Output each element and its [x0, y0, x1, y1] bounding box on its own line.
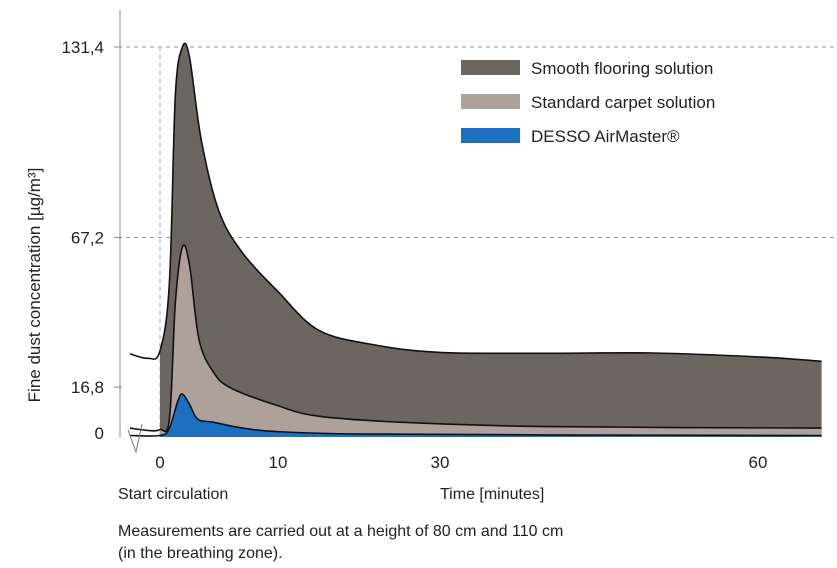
legend-swatch: [461, 94, 520, 109]
x-axis-label: Time [minutes]: [440, 486, 545, 503]
legend-swatch: [461, 60, 520, 75]
legend: Smooth flooring solution Standard carpet …: [461, 59, 715, 146]
axis-break-mark: [127, 423, 143, 454]
y-tick-label: 131,4: [61, 38, 104, 57]
y-tick-label: 0: [95, 424, 104, 443]
x-tick-label: 60: [749, 453, 768, 472]
area-layer: [129, 42, 822, 437]
grid-layer: [118, 46, 837, 437]
y-tick-label: 67,2: [71, 229, 104, 248]
start-circulation-label: Start circulation: [118, 486, 229, 503]
x-tick-label: 30: [431, 453, 450, 472]
y-axis-label: Fine dust concentration [µg/m³]: [25, 168, 44, 403]
series-line: [129, 42, 822, 363]
series-line: [129, 244, 822, 433]
caption: Measurements are carried out at a height…: [118, 521, 563, 565]
legend-entry: Smooth flooring solution: [531, 59, 713, 78]
axis-layer: 0 16,8 67,2 131,4 0 10 30 60: [61, 10, 767, 472]
y-tick-label: 16,8: [71, 378, 104, 397]
x-tick-label: 0: [155, 453, 164, 472]
caption-line-1: Measurements are carried out at a height…: [118, 523, 564, 540]
series-line: [129, 393, 822, 437]
legend-swatch: [461, 128, 520, 143]
caption-line-2: (in the breathing zone).: [118, 545, 283, 562]
series-area: [160, 244, 822, 437]
legend-entry: Standard carpet solution: [531, 93, 715, 112]
x-tick-label: 10: [269, 453, 288, 472]
series-area: [160, 393, 822, 437]
series-area: [160, 43, 822, 437]
legend-entry: DESSO AirMaster®: [531, 127, 680, 146]
